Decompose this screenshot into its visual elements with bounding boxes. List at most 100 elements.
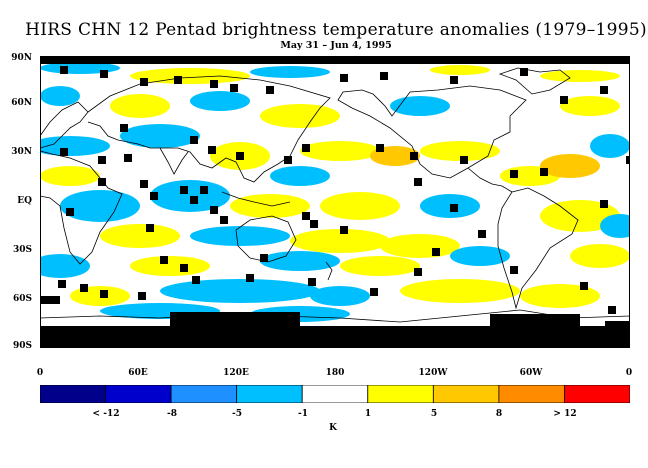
missing-data-band <box>40 56 630 64</box>
anomaly-patch <box>300 141 380 161</box>
page-subtitle: May 31 – Jun 4, 1995 <box>280 40 392 51</box>
coast-south-america <box>497 187 579 310</box>
missing-data-cell <box>98 156 106 164</box>
lon-label-0: 0 <box>36 368 44 378</box>
colorbar-swatch <box>367 385 434 403</box>
missing-data-cell <box>510 266 518 274</box>
anomaly-patch <box>100 224 180 248</box>
missing-data-cell <box>230 84 238 92</box>
lon-label-120e: 120E <box>223 368 249 378</box>
colorbar-swatch <box>498 385 565 403</box>
lon-label-180: 180 <box>325 368 345 378</box>
coast-europe <box>40 101 89 149</box>
anomaly-patch <box>450 246 510 266</box>
anomaly-patch <box>420 141 500 161</box>
anomaly-patch <box>340 256 420 276</box>
missing-data-cell <box>284 156 292 164</box>
lat-label-30n: 30N <box>11 147 32 157</box>
missing-data-cell <box>60 148 68 156</box>
anomaly-patch <box>190 91 250 111</box>
colorbar-swatch <box>236 385 303 403</box>
missing-data-cell <box>414 268 422 276</box>
colorbar-swatch <box>432 385 500 403</box>
anomaly-patch <box>400 279 520 303</box>
colorbar-label: 8 <box>495 409 503 419</box>
missing-data-band <box>170 312 300 328</box>
missing-data-cell <box>200 186 208 194</box>
lat-label-eq: EQ <box>17 196 32 206</box>
coast-new-zealand <box>325 261 333 281</box>
missing-data-cell <box>260 254 268 262</box>
missing-data-cell <box>220 216 228 224</box>
colorbar <box>40 385 630 403</box>
lat-label-90s: 90S <box>12 341 32 351</box>
missing-data-cell <box>626 156 630 164</box>
anomaly-patch <box>310 286 370 306</box>
missing-data-cell <box>192 276 200 284</box>
coastlines <box>40 67 630 323</box>
coast-indonesia <box>221 191 291 207</box>
anomaly-patch <box>260 104 340 128</box>
missing-data-cell <box>478 230 486 238</box>
colorbar-label: -5 <box>232 409 242 419</box>
anomaly-map <box>40 56 630 348</box>
missing-data-cell <box>190 136 198 144</box>
missing-data-cell <box>302 212 310 220</box>
missing-data-cell <box>180 264 188 272</box>
anomaly-patch <box>250 66 330 78</box>
anomaly-patch <box>110 94 170 118</box>
missing-data-band <box>605 321 630 331</box>
missing-data-cell <box>370 288 378 296</box>
missing-data-cell <box>190 196 198 204</box>
anomaly-patch <box>600 214 630 238</box>
anomaly-patch <box>120 124 200 148</box>
anomaly-patch <box>60 190 140 222</box>
anomaly-patch <box>270 166 330 186</box>
anomaly-patch <box>540 70 620 82</box>
colorbar-swatch <box>105 385 172 403</box>
map-frame <box>40 56 630 348</box>
anomaly-patch <box>230 194 310 218</box>
coast-north-america <box>337 85 527 179</box>
colorbar-swatch <box>170 385 238 403</box>
anomaly-patch <box>40 254 90 278</box>
anomaly-patch <box>590 134 630 158</box>
missing-data-cell <box>140 180 148 188</box>
colorbar-label: 5 <box>430 409 438 419</box>
colorbar-label: 1 <box>364 409 372 419</box>
colorbar-unit: K <box>329 423 337 433</box>
missing-data-cell <box>450 204 458 212</box>
anomaly-patch <box>380 234 460 258</box>
missing-data-cell <box>98 178 106 186</box>
missing-data-cell <box>208 146 216 154</box>
colorbar-swatch <box>301 385 369 403</box>
anomaly-patch <box>430 65 490 75</box>
colorbar-swatch <box>40 385 106 403</box>
missing-data-cell <box>600 200 608 208</box>
missing-data-cell <box>174 76 182 84</box>
anomaly-patch <box>130 256 210 276</box>
missing-data-cell <box>150 192 158 200</box>
missing-data-cell <box>66 208 74 216</box>
colorbar-label: -8 <box>167 409 177 419</box>
missing-data-cell <box>60 66 68 74</box>
anomaly-patch <box>130 68 250 84</box>
missing-data-cell <box>100 70 108 78</box>
missing-data-cell <box>266 86 274 94</box>
missing-data-cell <box>410 152 418 160</box>
lon-label-120w: 120W <box>418 368 448 378</box>
page-title: HIRS CHN 12 Pentad brightness temperatur… <box>25 20 647 40</box>
anomaly-patch <box>40 166 100 186</box>
lat-label-60n: 60N <box>11 98 32 108</box>
missing-data-cell <box>560 96 568 104</box>
missing-data-cell <box>376 144 384 152</box>
missing-data-cell <box>520 68 528 76</box>
missing-data-cell <box>608 306 616 314</box>
missing-data-cell <box>460 156 468 164</box>
missing-data-cells <box>40 56 630 348</box>
missing-data-cell <box>246 274 254 282</box>
coast-greenland <box>498 67 571 95</box>
missing-data-band <box>40 296 60 304</box>
coast-antarctica <box>40 309 630 323</box>
coast-central-america <box>467 167 513 193</box>
